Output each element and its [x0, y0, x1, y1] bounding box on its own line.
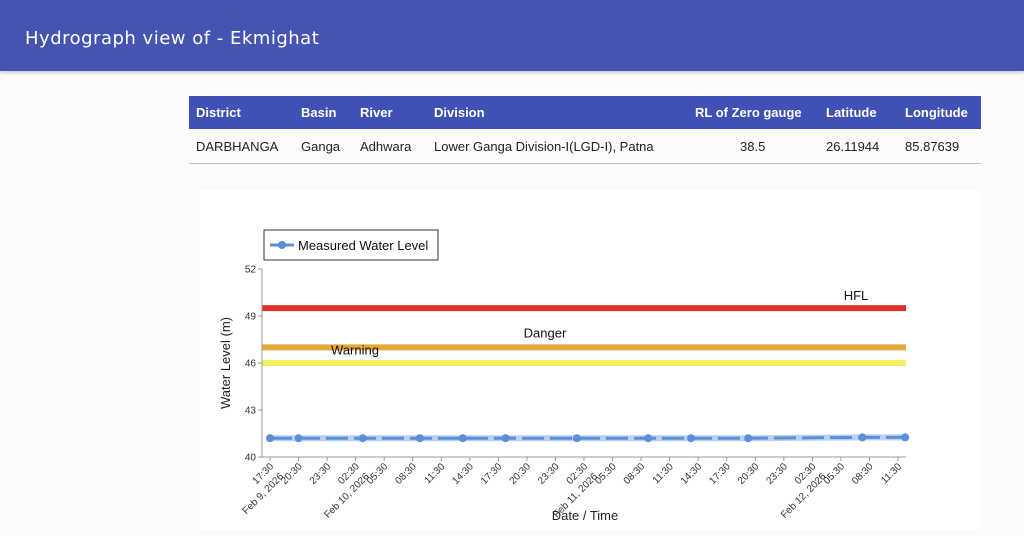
x-tick-label: 08:30 [850, 461, 876, 487]
header-river: River [360, 105, 393, 120]
header-rl-zero-gauge: RL of Zero gauge [695, 105, 802, 120]
data-point [266, 434, 274, 443]
header-latitude: Latitude [826, 105, 877, 120]
data-point [294, 434, 303, 443]
x-tick-label: 20:30 [279, 461, 305, 487]
y-tick-label: 46 [245, 359, 257, 370]
x-tick-label: 05:30 [822, 461, 848, 487]
x-tick-label: 14:30 [450, 461, 476, 487]
station-info-table: District Basin River Division RL of Zero… [189, 96, 981, 164]
cell-longitude: 85.87639 [898, 129, 981, 164]
y-tick-label: 43 [245, 406, 257, 417]
x-tick-label: 11:30 [422, 461, 447, 486]
page-header: Hydrograph view of - Ekmighat [0, 0, 1024, 71]
page-title: Hydrograph view of - Ekmighat [25, 28, 320, 49]
data-point [744, 434, 753, 443]
data-point [358, 434, 367, 443]
data-point [572, 434, 581, 443]
x-tick-label: 11:30 [879, 461, 904, 486]
cell-latitude: 26.11944 [819, 129, 898, 164]
data-point [687, 434, 696, 443]
series-line [270, 435, 906, 440]
x-tick-label: 08:30 [622, 461, 648, 487]
y-axis-label: Water Level (m) [218, 317, 233, 409]
x-tick-label: 23:30 [536, 461, 562, 487]
header-district: District [196, 105, 241, 120]
data-point [644, 434, 653, 443]
legend-marker [278, 241, 286, 249]
reference-label-hfl: HFL [844, 288, 869, 303]
reference-label-danger: Danger [524, 325, 567, 340]
reference-label-warning: Warning [331, 342, 379, 357]
x-tick-label: 05:30 [593, 461, 619, 487]
x-axis-label: Date / Time [552, 508, 618, 523]
x-tick-label: 08:30 [393, 461, 419, 487]
x-tick-label: 23:30 [308, 461, 334, 487]
header-division: Division [434, 105, 485, 120]
cell-rl-zero-gauge: 38.5 [688, 129, 819, 164]
header-longitude: Longitude [905, 105, 968, 120]
chart-legend: Measured Water Level [263, 229, 439, 261]
x-tick-label: 11:30 [651, 461, 676, 486]
y-tick-label: 52 [245, 265, 257, 276]
cell-district: DARBHANGA [189, 129, 294, 164]
table-header-row: District Basin River Division RL of Zero… [189, 96, 981, 129]
y-tick-label: 40 [245, 453, 257, 464]
x-tick-label: 17:30 [707, 461, 733, 487]
x-tick-label: 20:30 [508, 461, 534, 487]
x-tick-label: 20:30 [736, 461, 762, 487]
data-point [858, 433, 867, 442]
data-point [901, 433, 910, 442]
y-tick-label: 49 [245, 312, 257, 323]
x-tick-label: 23:30 [764, 461, 790, 487]
x-tick-label: 14:30 [679, 461, 705, 487]
table-row: DARBHANGA Ganga Adhwara Lower Ganga Divi… [189, 129, 981, 164]
header-basin: Basin [301, 105, 337, 120]
legend-label: Measured Water Level [298, 238, 428, 253]
data-point [501, 434, 510, 443]
x-tick-label: 05:30 [365, 461, 391, 487]
data-point [415, 434, 424, 443]
cell-division: Lower Ganga Division-I(LGD-I), Patna [427, 129, 688, 164]
cell-river: Adhwara [353, 129, 427, 164]
data-point [458, 434, 467, 443]
x-tick-label: 17:30 [479, 461, 505, 487]
hydrograph-chart-area: HFL Danger Warning 40 43 46 49 52 17:30 20:30 23… [200, 190, 980, 530]
cell-basin: Ganga [294, 129, 353, 164]
